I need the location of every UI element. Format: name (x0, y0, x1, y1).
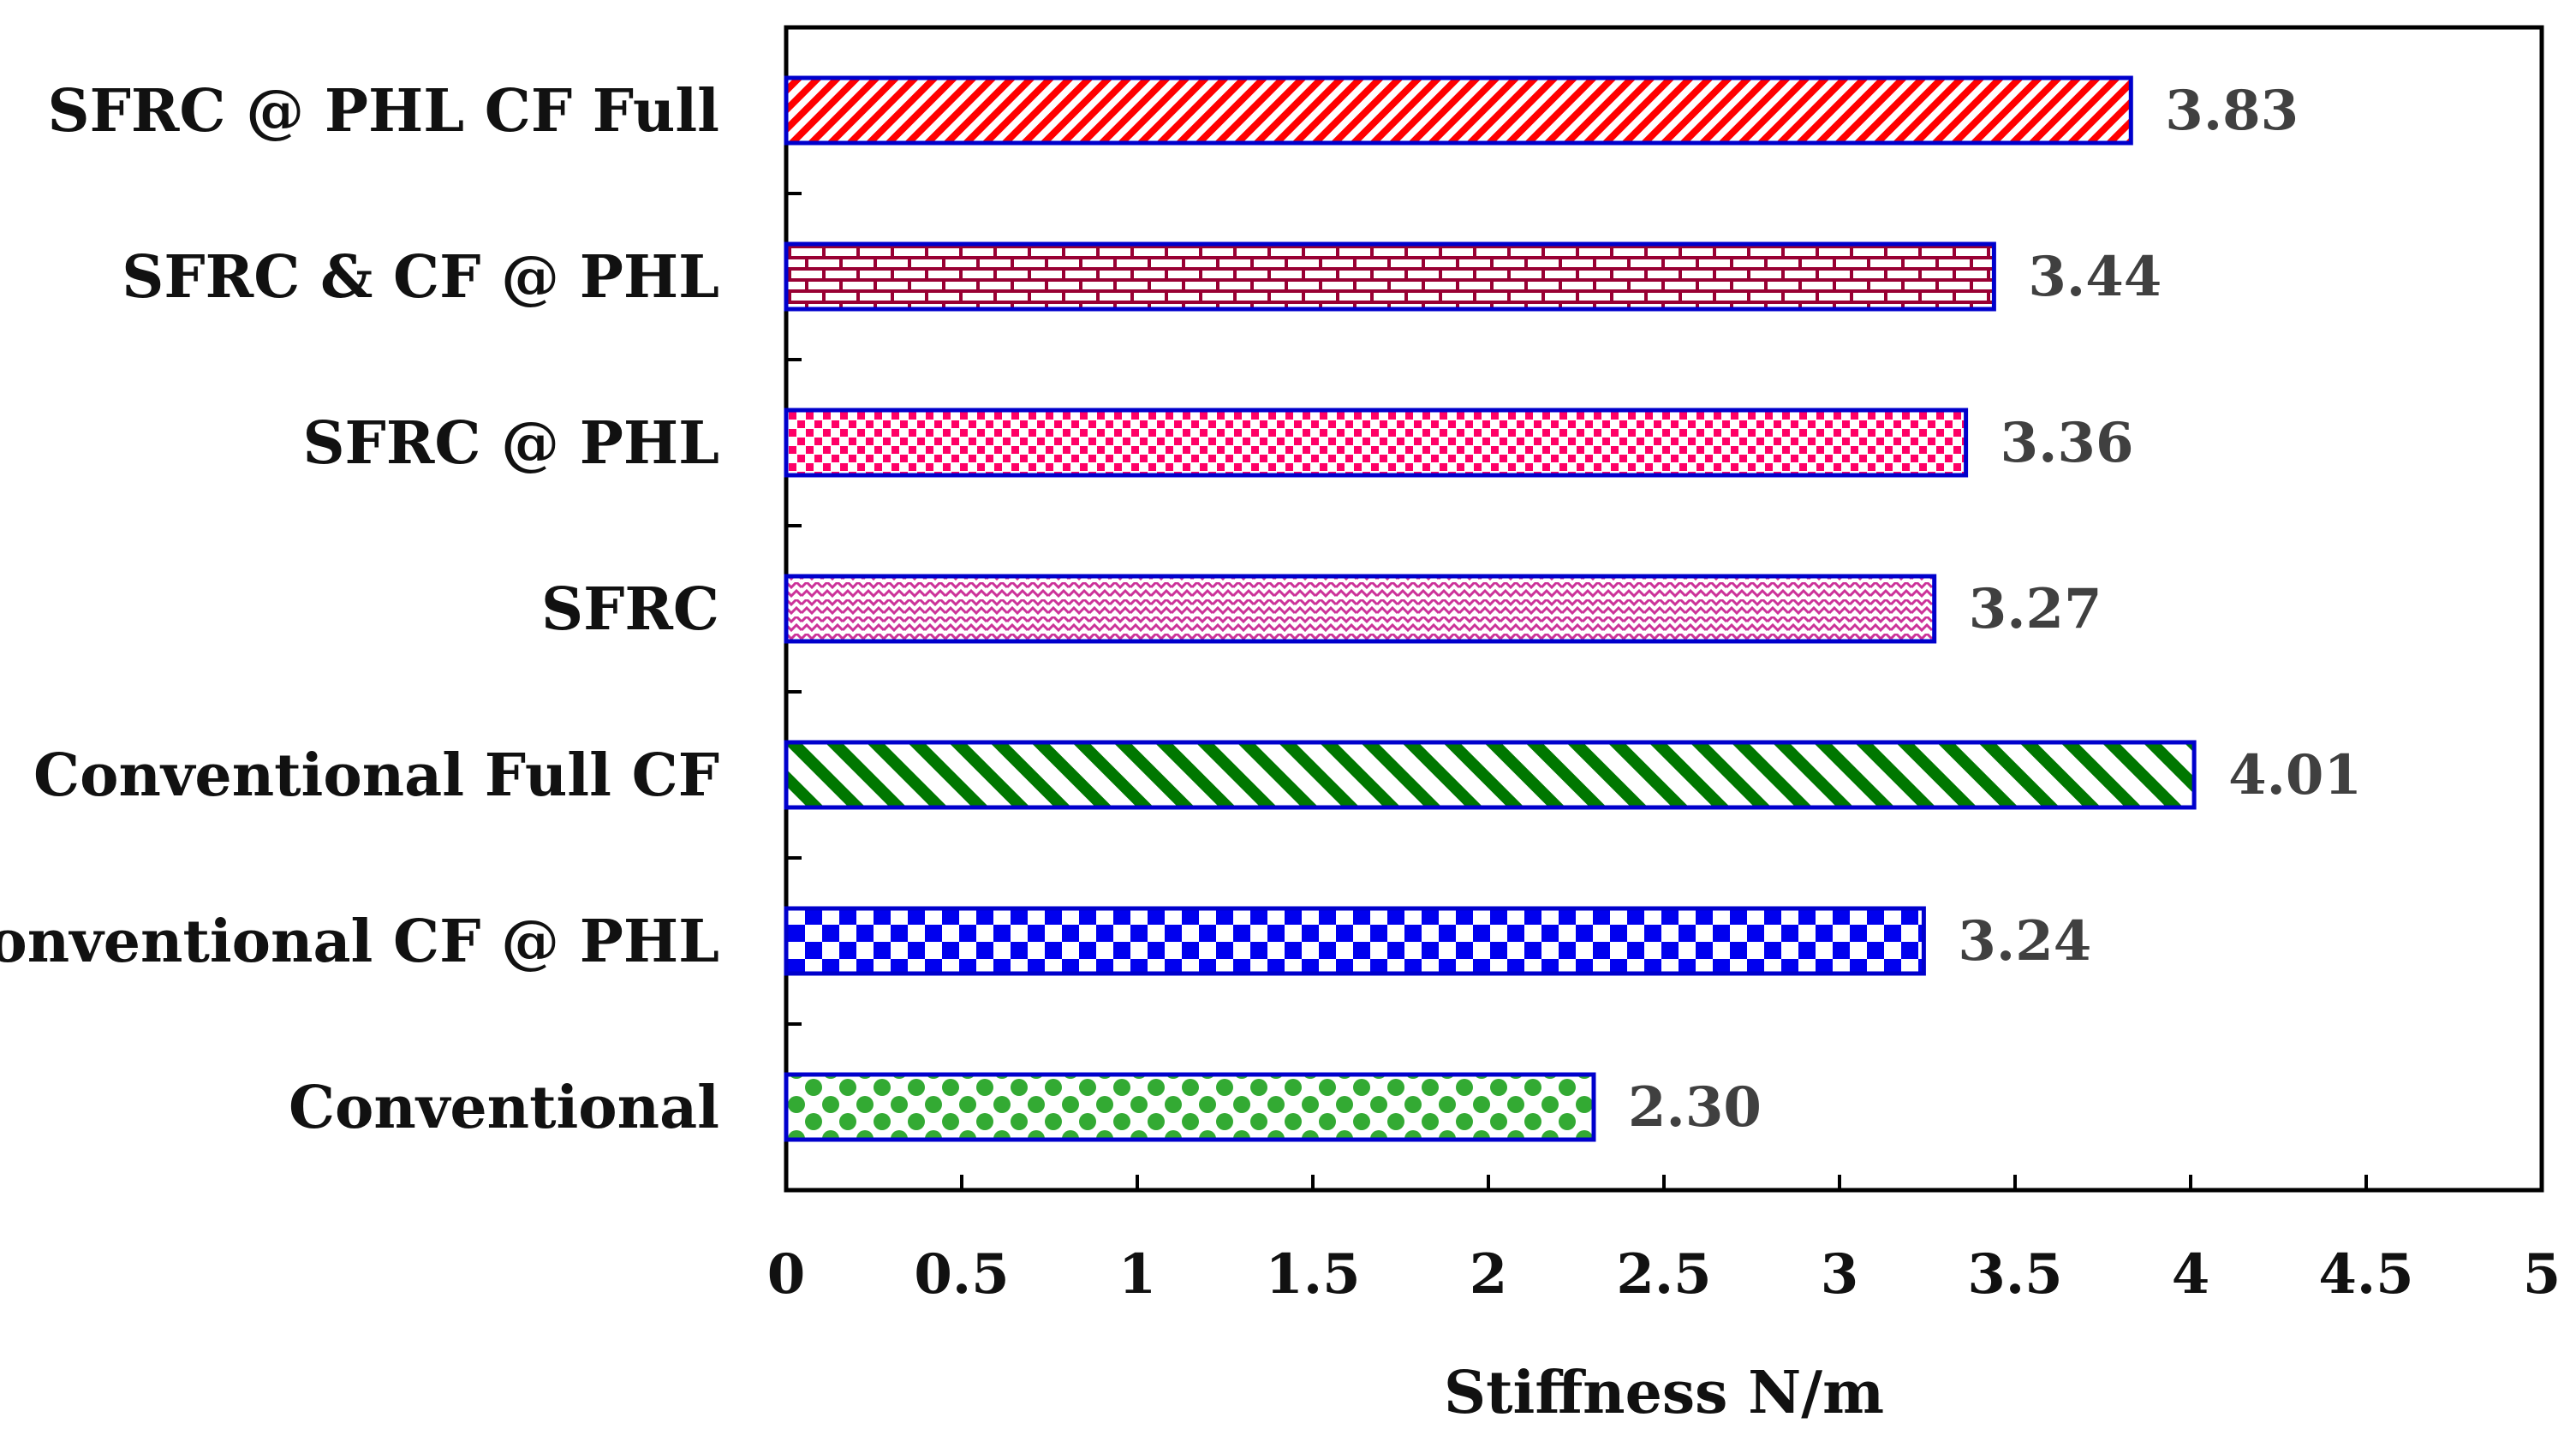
data-label: 3.27 (1969, 577, 2102, 641)
bar (784, 740, 2197, 810)
category-label: Conventional CF @ PHL (0, 908, 719, 976)
data-label: 3.24 (1958, 909, 2091, 974)
y-axis-ticks (786, 192, 802, 1026)
bars-group (784, 75, 2197, 1142)
category-label: SFRC @ PHL CF Full (48, 77, 720, 146)
x-tick-label: 2.5 (1616, 1242, 1711, 1307)
data-label: 3.44 (2028, 245, 2162, 309)
labels-group: SFRC @ PHL CF Full 3.83 SFRC & CF @ PHL 3.4… (0, 77, 2362, 1142)
bar (784, 1072, 1596, 1142)
x-tick-label: 4 (2172, 1242, 2210, 1307)
bar (784, 574, 1937, 644)
data-label: 3.83 (2165, 79, 2299, 143)
bar (784, 408, 1969, 478)
category-label: SFRC (541, 575, 719, 644)
x-tick-label: 1 (1118, 1242, 1157, 1307)
bar (784, 906, 1926, 976)
x-tick-label: 5 (2523, 1242, 2561, 1307)
x-tick-label: 0.5 (914, 1242, 1009, 1307)
data-label: 3.36 (2001, 411, 2134, 475)
category-label: SFRC & CF @ PHL (122, 243, 719, 312)
x-tick-label: 1.5 (1265, 1242, 1360, 1307)
category-label: Conventional (289, 1074, 719, 1142)
x-tick-label: 3 (1821, 1242, 1859, 1307)
category-label: SFRC @ PHL (302, 409, 719, 478)
bar (784, 241, 1996, 312)
data-label: 2.30 (1628, 1075, 1762, 1140)
x-tick-label: 4.5 (2318, 1242, 2413, 1307)
x-axis-title: Stiffness N/m (1444, 1359, 1884, 1427)
data-label: 4.01 (2228, 743, 2362, 807)
x-tick-label: 2 (1470, 1242, 1508, 1307)
x-tick-label: 0 (767, 1242, 806, 1307)
x-axis-ticks: 0 0.5 1 1.5 2 2.5 3 3.5 4 4.5 5 (767, 1175, 2561, 1307)
x-tick-label: 3.5 (1967, 1242, 2062, 1307)
category-label: Conventional Full CF (33, 741, 719, 810)
bar (784, 75, 2133, 146)
